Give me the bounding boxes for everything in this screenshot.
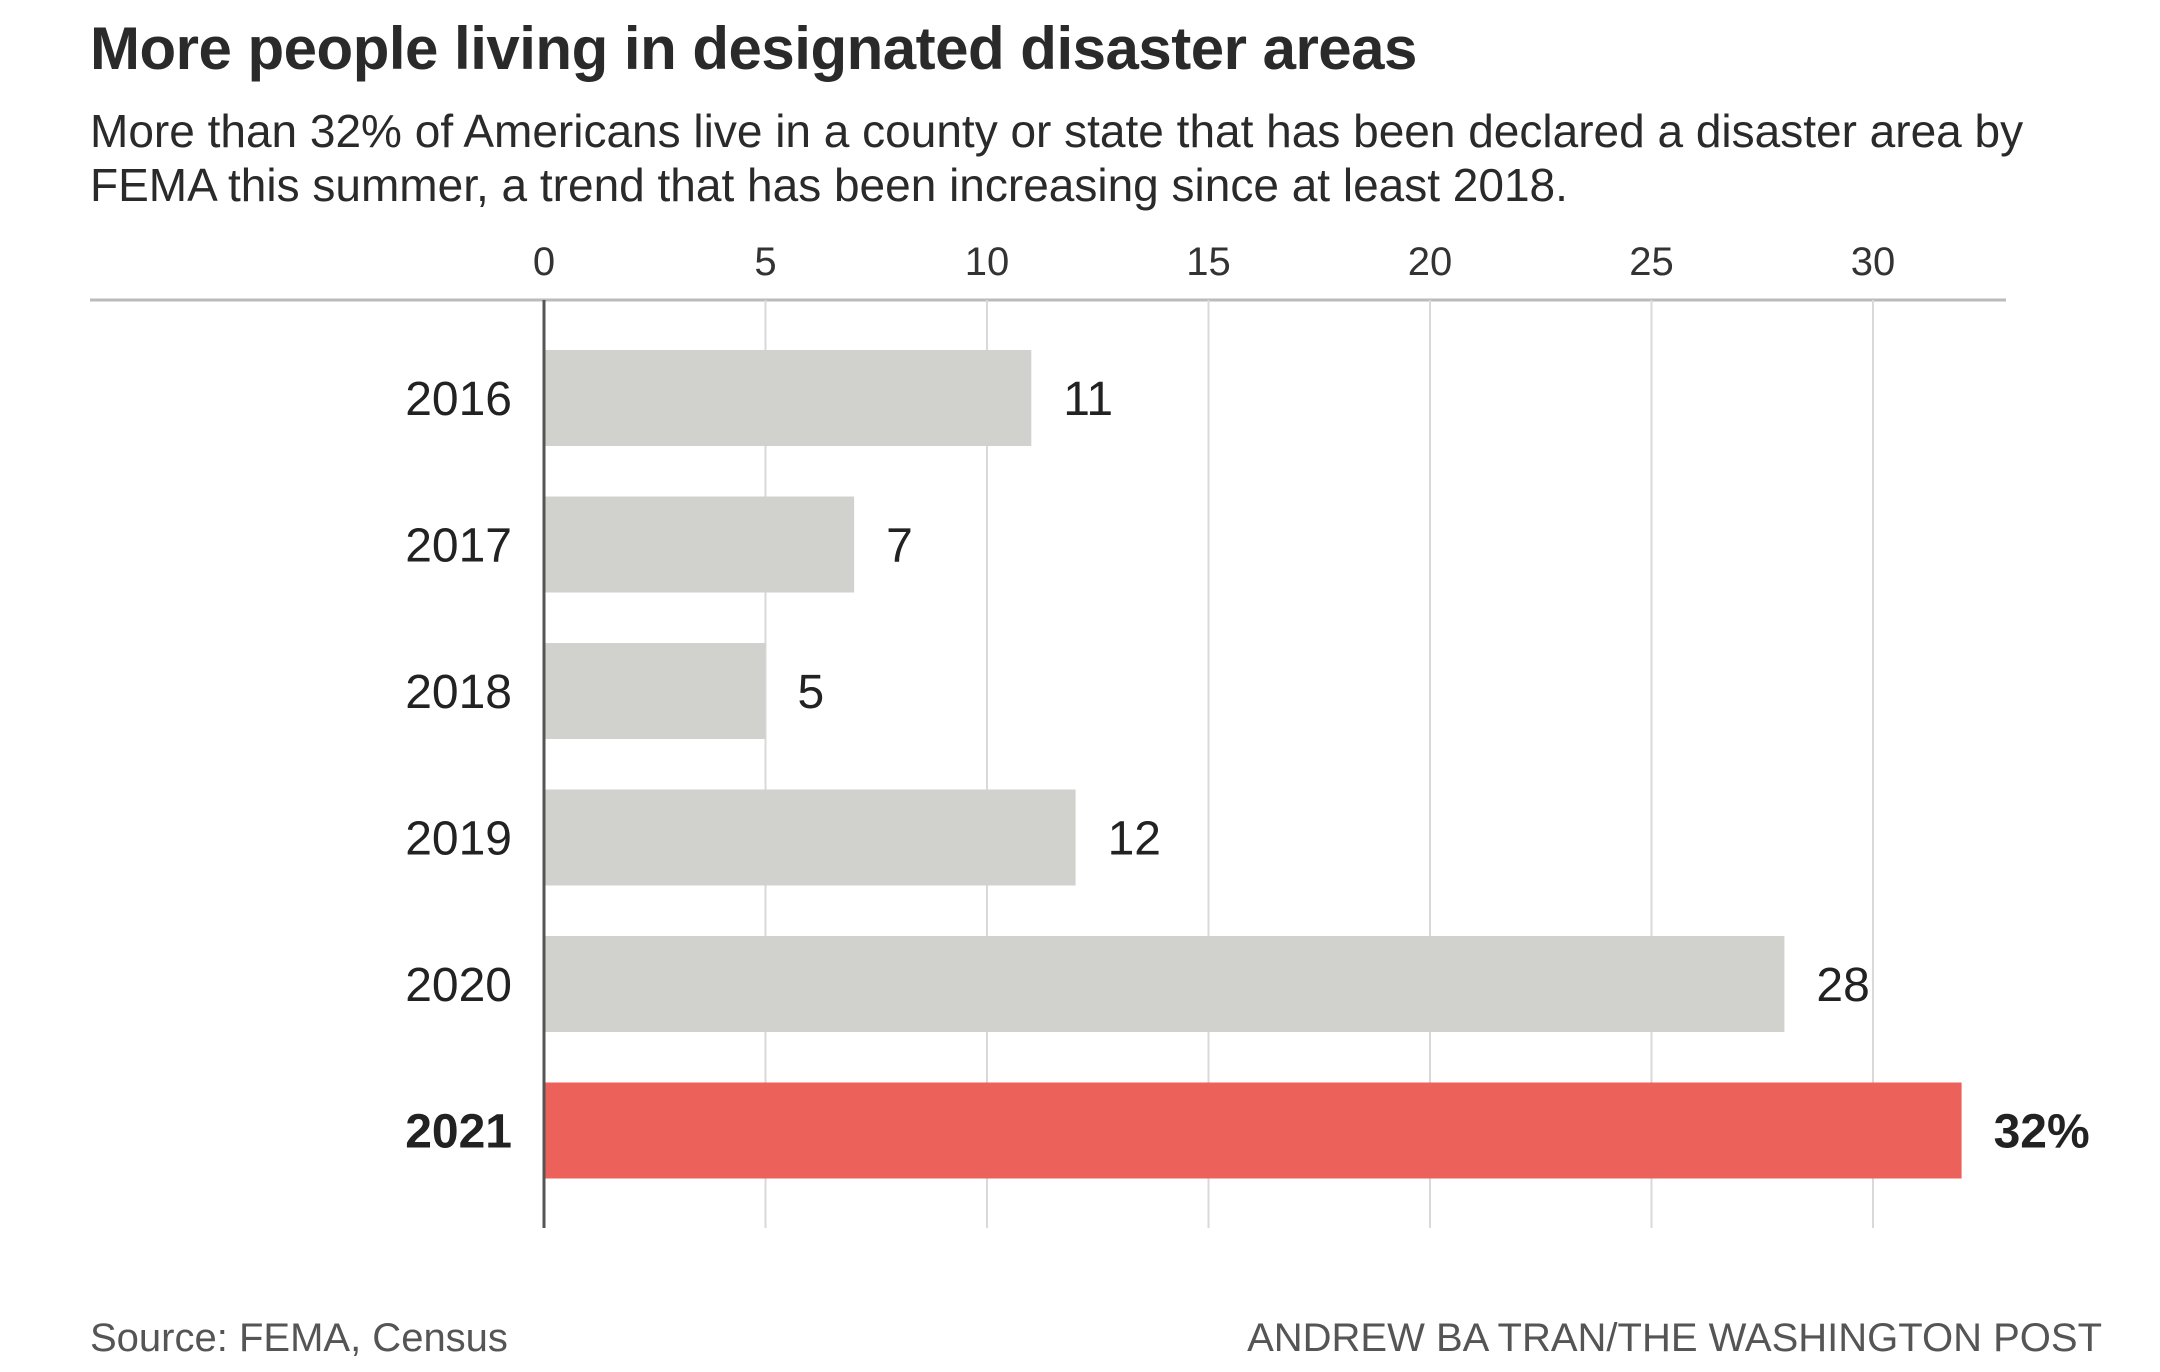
category-label: 2017 bbox=[405, 520, 512, 573]
x-tick-label: 30 bbox=[1851, 240, 1896, 284]
category-label: 2018 bbox=[405, 666, 512, 719]
bar-2019 bbox=[544, 789, 1076, 886]
x-tick-label: 15 bbox=[1186, 240, 1231, 284]
x-tick-label: 0 bbox=[533, 240, 555, 284]
category-label: 2019 bbox=[405, 813, 512, 866]
x-tick-label: 10 bbox=[965, 240, 1010, 284]
value-label: 7 bbox=[886, 520, 913, 573]
category-label: 2016 bbox=[405, 373, 512, 426]
category-label: 2021 bbox=[405, 1106, 512, 1159]
x-tick-label: 25 bbox=[1629, 240, 1674, 284]
value-label: 32% bbox=[1994, 1106, 2090, 1159]
value-label: 11 bbox=[1063, 373, 1113, 426]
bar-2017 bbox=[544, 496, 855, 593]
bar-2020 bbox=[544, 936, 1785, 1032]
category-label: 2020 bbox=[405, 959, 512, 1012]
x-tick-label: 5 bbox=[754, 240, 776, 284]
bar-2021 bbox=[544, 1082, 1962, 1179]
x-tick-label: 20 bbox=[1408, 240, 1453, 284]
bar-2016 bbox=[544, 350, 1032, 446]
value-label: 5 bbox=[798, 666, 825, 719]
credit-note: ANDREW BA TRAN/THE WASHINGTON POST bbox=[1247, 1316, 2102, 1360]
value-label: 28 bbox=[1816, 959, 1869, 1012]
chart-subtitle: More than 32% of Americans live in a cou… bbox=[90, 105, 2024, 211]
bar-2018 bbox=[544, 643, 766, 739]
value-label: 12 bbox=[1108, 813, 1161, 866]
source-note: Source: FEMA, Census bbox=[90, 1316, 508, 1360]
chart-title: More people living in designated disaste… bbox=[90, 15, 1417, 82]
